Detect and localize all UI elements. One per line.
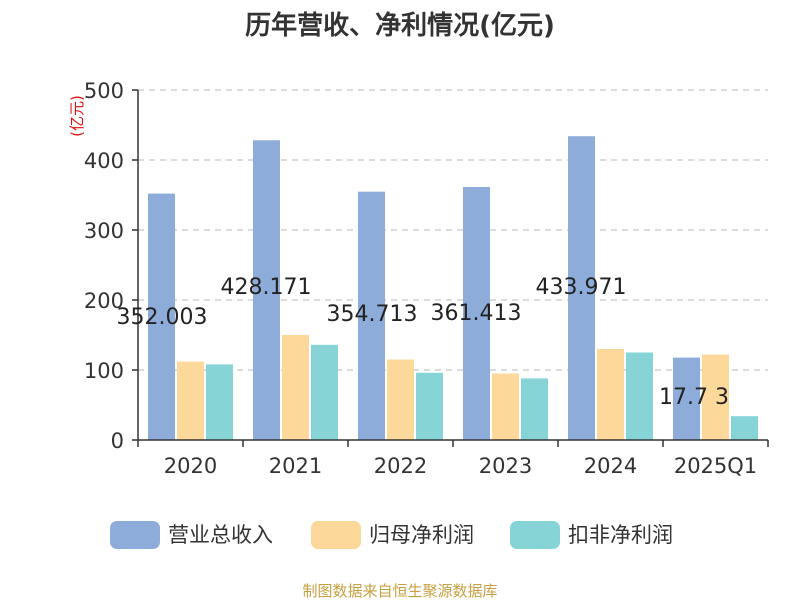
bar-net-profit bbox=[177, 361, 204, 440]
chart-title: 历年营收、净利情况(亿元) bbox=[245, 10, 555, 41]
y-tick-label: 300 bbox=[84, 219, 124, 243]
x-tick-label: 2023 bbox=[479, 454, 532, 478]
data-labels: 352.003 428.171 354.713 361.413 433.971 17.7 … bbox=[117, 275, 729, 410]
y-tick-label: 100 bbox=[84, 359, 124, 383]
bar-revenue bbox=[253, 140, 280, 440]
legend-item-net-profit[interactable]: 归母净利润 bbox=[311, 521, 474, 549]
axes bbox=[137, 90, 769, 447]
data-label-revenue: 17.7 3 bbox=[659, 385, 729, 410]
legend-label-deducted-profit: 扣非净利润 bbox=[568, 523, 673, 547]
y-tick-label: 0 bbox=[111, 429, 124, 453]
data-label-revenue: 354.713 bbox=[327, 302, 418, 327]
bar-net-profit bbox=[597, 349, 624, 440]
legend-label-revenue: 营业总收入 bbox=[168, 523, 273, 547]
bar-deducted-profit bbox=[731, 416, 758, 440]
grid-lines bbox=[138, 89, 768, 371]
legend-item-deducted-profit[interactable]: 扣非净利润 bbox=[510, 521, 673, 549]
legend-label-net-profit: 归母净利润 bbox=[369, 523, 474, 547]
bar-net-profit bbox=[492, 373, 519, 440]
y-tick-label: 500 bbox=[84, 79, 124, 103]
legend: 营业总收入 归母净利润 扣非净利润 bbox=[110, 521, 673, 549]
bar-revenue bbox=[568, 136, 595, 440]
x-axis-labels: 2020 2021 2022 2023 2024 2025Q1 bbox=[164, 454, 757, 478]
source-note: 制图数据来自恒生聚源数据库 bbox=[302, 582, 497, 600]
y-tick-label: 400 bbox=[84, 149, 124, 173]
y-axis-unit: (亿元) bbox=[68, 95, 86, 137]
x-tick-label: 2021 bbox=[269, 454, 322, 478]
legend-swatch-revenue bbox=[110, 521, 160, 549]
y-axis-ticks: 0 100 200 300 400 500 bbox=[84, 79, 138, 453]
bar-deducted-profit bbox=[416, 372, 443, 440]
bar-revenue bbox=[358, 191, 385, 440]
x-tick-label: 2025Q1 bbox=[674, 454, 757, 478]
legend-swatch-deducted-profit bbox=[510, 521, 560, 549]
data-label-revenue: 428.171 bbox=[221, 275, 312, 300]
data-label-revenue: 433.971 bbox=[536, 275, 627, 300]
bar-revenue bbox=[148, 193, 175, 440]
bar-deducted-profit bbox=[206, 364, 233, 440]
x-tick-label: 2024 bbox=[584, 454, 637, 478]
bar-net-profit bbox=[702, 354, 729, 440]
bars bbox=[148, 136, 758, 440]
bar-net-profit bbox=[387, 359, 414, 440]
data-label-revenue: 361.413 bbox=[431, 301, 522, 326]
bar-revenue bbox=[673, 357, 700, 440]
data-label-revenue: 352.003 bbox=[117, 305, 208, 330]
legend-item-revenue[interactable]: 营业总收入 bbox=[110, 521, 273, 549]
x-tick-label: 2020 bbox=[164, 454, 217, 478]
bar-deducted-profit bbox=[626, 352, 653, 440]
legend-swatch-net-profit bbox=[311, 521, 361, 549]
bar-deducted-profit bbox=[311, 344, 338, 440]
bar-net-profit bbox=[282, 335, 309, 440]
bar-deducted-profit bbox=[521, 378, 548, 440]
y-tick-label: 200 bbox=[84, 289, 124, 313]
x-tick-label: 2022 bbox=[374, 454, 427, 478]
bar-revenue bbox=[463, 187, 490, 440]
